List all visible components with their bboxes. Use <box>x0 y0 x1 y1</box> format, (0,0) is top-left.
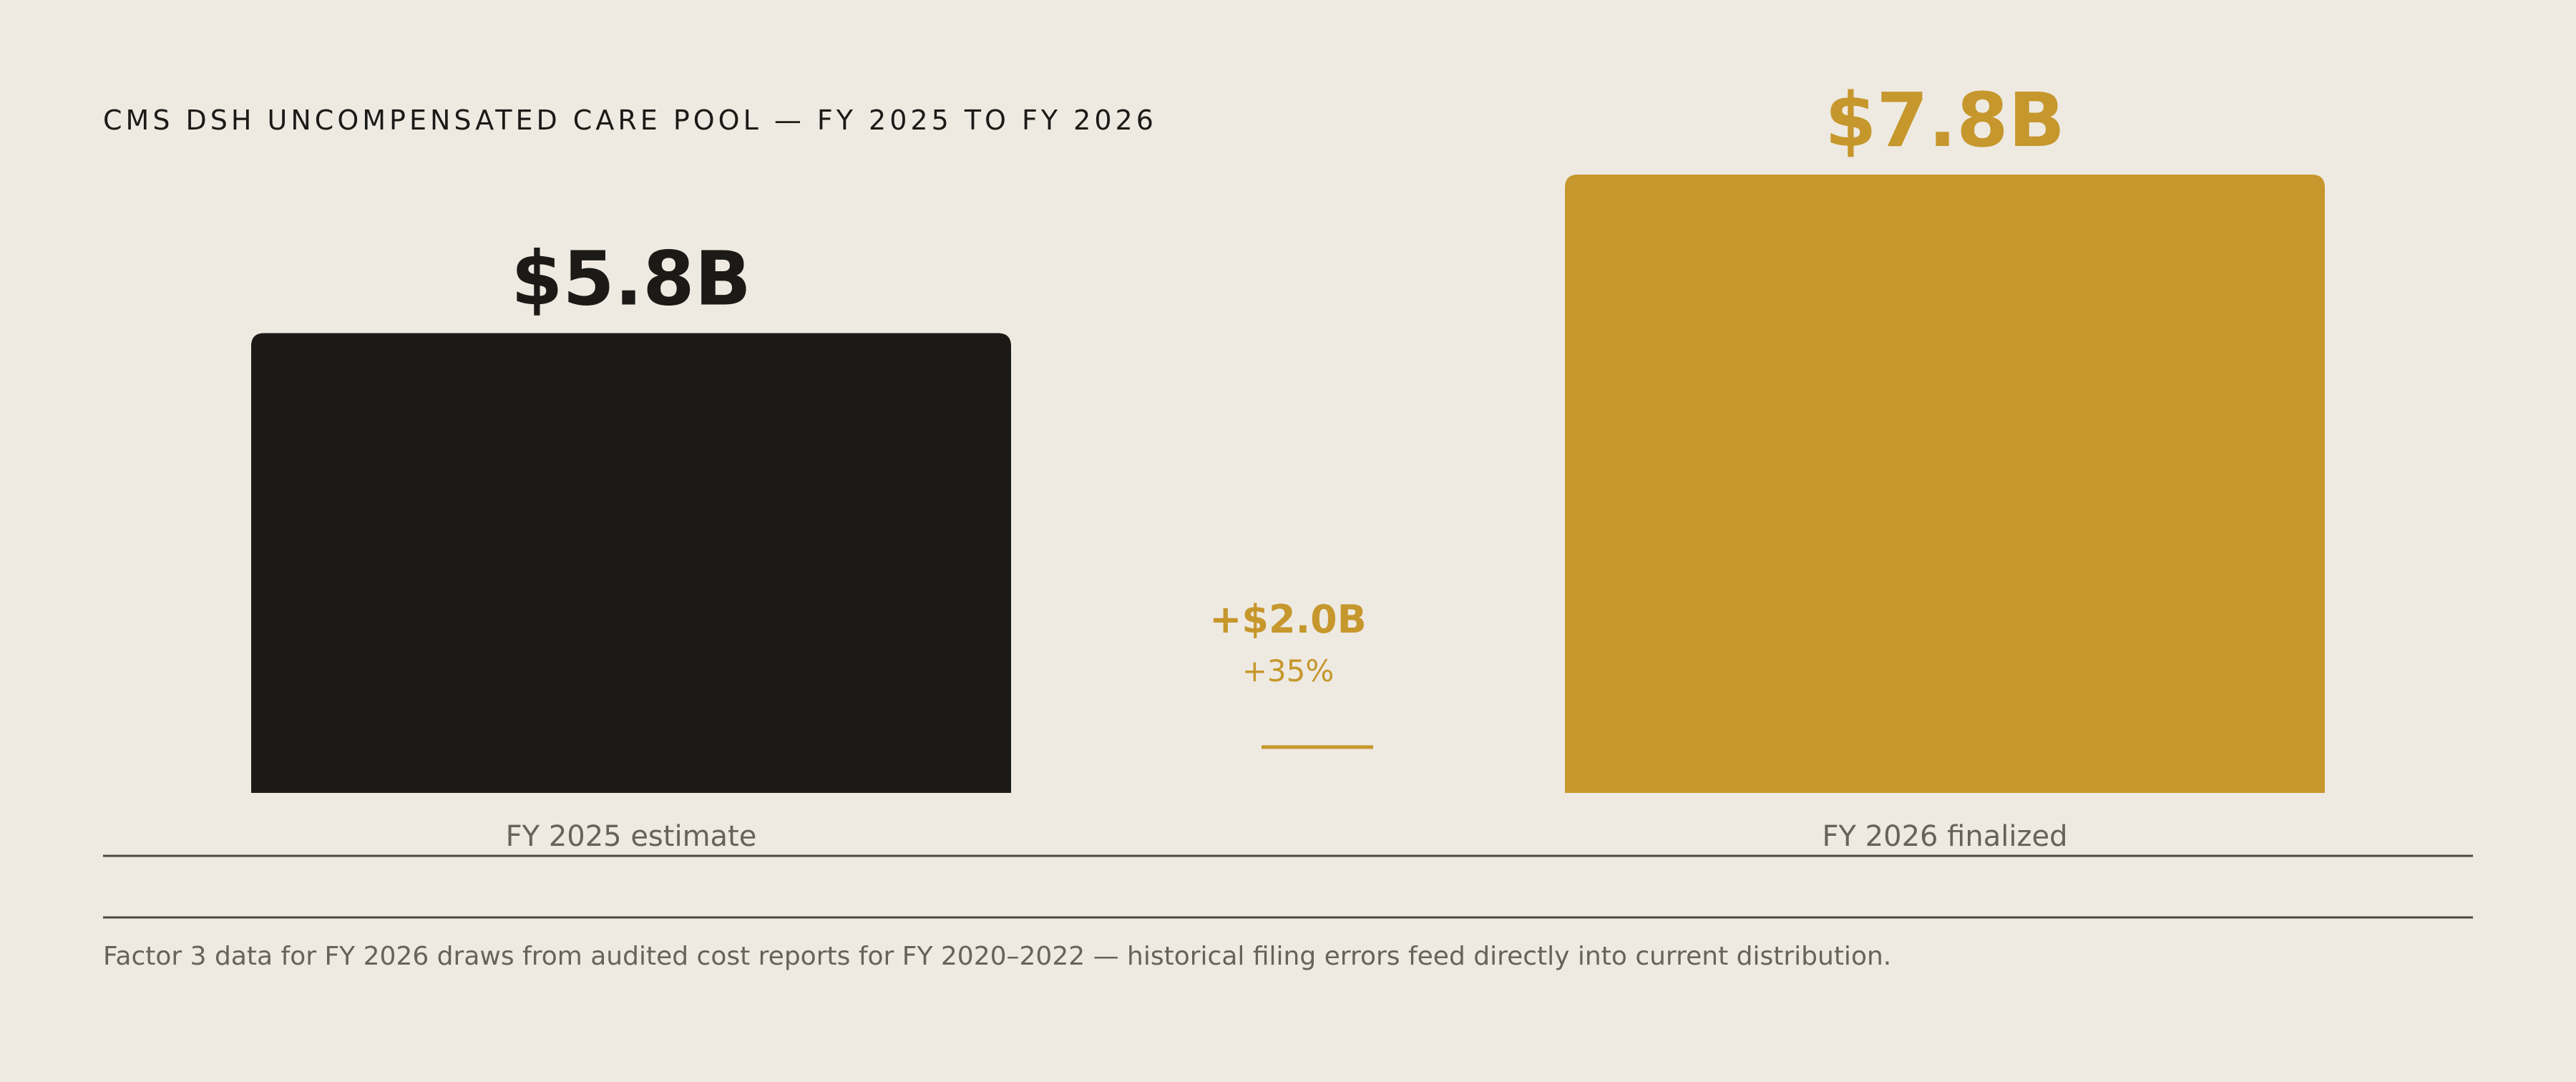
bar-fy-2025-estimate <box>251 333 1011 793</box>
bar-fy-2026-finalized <box>1565 175 2325 793</box>
change-percent: +35% <box>1242 653 1335 688</box>
value-label-fy-2026-finalized: $7.8B <box>1825 77 2065 164</box>
chart-title: CMS DSH UNCOMPENSATED CARE POOL — FY 202… <box>103 104 1157 136</box>
value-label-fy-2025-estimate: $5.8B <box>511 235 751 323</box>
change-annotation: +$2.0B +35% <box>1209 597 1373 749</box>
bars-group <box>251 175 2325 793</box>
change-amount: +$2.0B <box>1209 597 1367 642</box>
footnote: Factor 3 data for FY 2026 draws from aud… <box>103 942 1892 971</box>
category-label-fy-2026-finalized: FY 2026 finalized <box>1823 820 2068 853</box>
category-label-fy-2025-estimate: FY 2025 estimate <box>506 820 757 853</box>
labels-group: $5.8B FY 2025 estimate $7.8B FY 2026 finali… <box>506 77 2068 853</box>
